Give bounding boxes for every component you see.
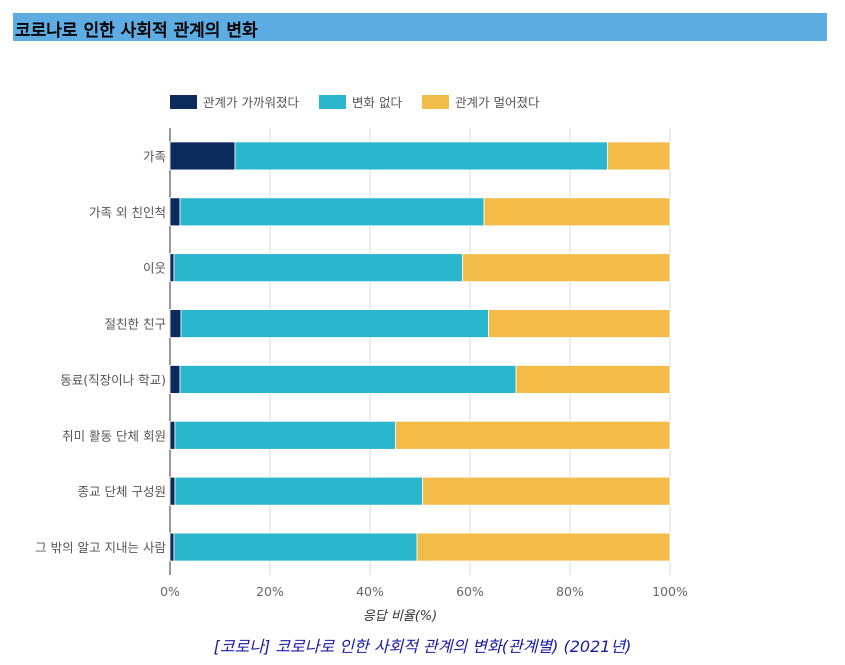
title-bar: 코로나로 인한 사회적 관계의 변화 <box>13 13 827 41</box>
bar-farther <box>515 365 671 394</box>
x-tick-label: 40% <box>356 584 384 599</box>
legend-swatch-nochange <box>318 94 346 109</box>
bar-closer <box>169 197 181 227</box>
bar-nochange <box>173 253 463 283</box>
bar-closer <box>169 476 176 506</box>
bar-farther <box>607 141 671 171</box>
category-label: 가족 외 친인척 <box>89 205 166 220</box>
bar-closer <box>169 532 175 562</box>
category-label: 절친한 친구 <box>105 317 166 332</box>
category-label: 취미 활동 단체 회원 <box>62 428 166 443</box>
bar-farther <box>395 420 671 450</box>
legend-item-farther[interactable]: 관계가 멀어졌다 <box>421 92 540 111</box>
chart-legend: 관계가 가까워졌다 변화 없다 관계가 멀어졌다 <box>170 92 559 111</box>
bar-farther <box>416 532 671 562</box>
x-tick-label: 100% <box>652 584 688 599</box>
bar-closer <box>169 141 236 171</box>
bar-closer <box>169 309 182 338</box>
bar-nochange <box>179 365 517 394</box>
legend-item-nochange[interactable]: 변화 없다 <box>318 92 402 111</box>
legend-label-farther: 관계가 멀어졌다 <box>454 95 540 110</box>
page-title: 코로나로 인한 사회적 관계의 변화 <box>15 21 258 41</box>
bar-closer <box>169 365 181 394</box>
legend-label-nochange: 변화 없다 <box>351 95 402 110</box>
bar-nochange <box>180 309 489 338</box>
bar-nochange <box>173 532 418 562</box>
bar-closer <box>169 253 175 283</box>
bar-farther <box>422 476 671 506</box>
bar-nochange <box>174 420 396 450</box>
category-label: 동료(직장이나 학교) <box>60 372 166 387</box>
category-label: 종교 단체 구성원 <box>78 484 166 499</box>
x-tick-label: 80% <box>556 584 584 599</box>
bar-nochange <box>234 141 608 171</box>
bar-farther <box>488 309 671 338</box>
x-tick-label: 20% <box>256 584 284 599</box>
bar-farther <box>483 197 671 227</box>
x-axis-label: 응답 비율(%) <box>363 609 437 624</box>
bar-closer <box>169 420 176 450</box>
legend-swatch-farther <box>421 94 449 109</box>
category-label: 이웃 <box>143 261 166 276</box>
legend-label-closer: 관계가 가까워졌다 <box>203 95 299 110</box>
bar-nochange <box>174 476 423 506</box>
legend-swatch-closer <box>170 94 197 109</box>
legend-item-closer[interactable]: 관계가 가까워졌다 <box>170 92 299 111</box>
x-tick-label: 0% <box>160 584 180 599</box>
x-tick-label: 60% <box>456 584 484 599</box>
bar-farther <box>462 253 671 283</box>
figure-caption: [코로나] 코로나로 인한 사회적 관계의 변화(관계별) (2021년) <box>213 637 632 656</box>
category-label: 그 밖의 알고 지내는 사람 <box>35 540 166 555</box>
category-label: 가족 <box>143 149 166 164</box>
bar-nochange <box>179 197 485 227</box>
